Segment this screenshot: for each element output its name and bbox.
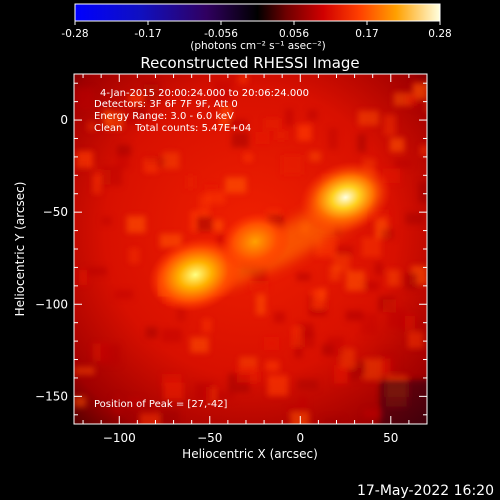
colorbar bbox=[74, 3, 441, 22]
annotation-detectors: Detectors: 3F 6F 7F 9F, Att 0 bbox=[94, 99, 238, 110]
annotation-energy: Energy Range: 3.0 - 6.0 keV bbox=[94, 111, 234, 122]
source-blob bbox=[299, 161, 392, 234]
x-tick-label: 0 bbox=[296, 431, 304, 445]
annotation-clean: Clean Total counts: 5.47E+04 bbox=[94, 123, 251, 134]
x-tick-label: −50 bbox=[197, 431, 222, 445]
chart-title: Reconstructed RHESSI Image bbox=[140, 54, 359, 72]
annotation-block: 4-Jan-2015 20:00:24.000 to 20:06:24.000 … bbox=[94, 88, 309, 134]
x-axis-label: Heliocentric X (arcsec) bbox=[182, 447, 318, 461]
colorbar-tick-label: -0.28 bbox=[61, 28, 88, 40]
timestamp: 17-May-2022 16:20 bbox=[357, 483, 494, 499]
source-blob bbox=[219, 211, 291, 272]
colorbar-tick-label: 0.28 bbox=[428, 28, 451, 40]
colorbar-tick-label: 0.056 bbox=[279, 28, 309, 40]
colorbar-tick-label: 0.17 bbox=[355, 28, 378, 40]
y-axis-label: Heliocentric Y (arcsec) bbox=[13, 182, 27, 317]
colorbar-tick-label: -0.17 bbox=[134, 28, 161, 40]
heatmap-image bbox=[74, 74, 427, 424]
axes: −100 −50 0 50 0 −50 −100 −150 bbox=[35, 74, 428, 445]
y-tick-label: −150 bbox=[35, 389, 68, 403]
y-tick-label: −50 bbox=[43, 205, 68, 219]
x-tick-label: −100 bbox=[103, 431, 136, 445]
annotation-time: 4-Jan-2015 20:00:24.000 to 20:06:24.000 bbox=[100, 88, 309, 99]
source-blob bbox=[148, 237, 243, 313]
colorbar-unit: (photons cm⁻² s⁻¹ asec⁻²) bbox=[190, 40, 325, 52]
y-tick-label: −100 bbox=[35, 297, 68, 311]
colorbar-tick-label: -0.056 bbox=[204, 28, 238, 40]
x-tick-label: 50 bbox=[383, 431, 398, 445]
colorbar-ticks: -0.28 -0.17 -0.056 0.056 0.17 0.28 bbox=[61, 21, 452, 40]
peak-position-label: Position of Peak = [27,-42] bbox=[94, 399, 228, 410]
y-tick-label: 0 bbox=[60, 113, 68, 127]
